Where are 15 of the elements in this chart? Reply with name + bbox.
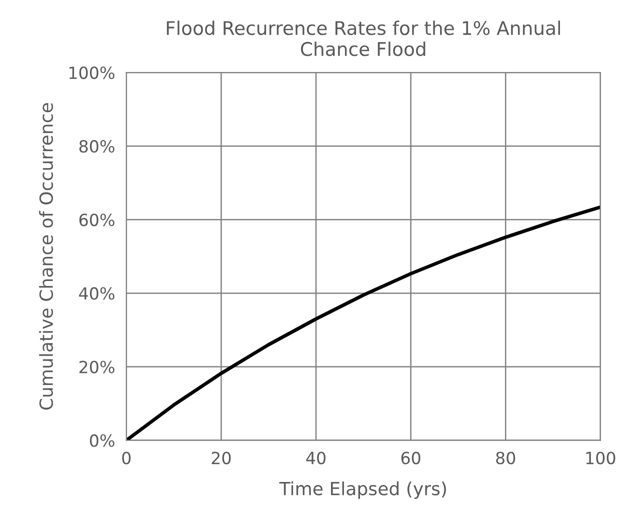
x-tick-label: 60 (401, 452, 420, 464)
y-axis-title: Cumulative Chance of Occurrence (39, 103, 54, 410)
x-tick-label: 40 (306, 452, 326, 464)
x-tick-label: 0 (122, 452, 131, 464)
x-tick-label: 20 (212, 452, 231, 464)
x-axis-title: Time Elapsed (yrs) (279, 481, 446, 499)
y-tick-label: 80% (79, 140, 114, 153)
y-tick-label: 40% (79, 287, 114, 300)
x-tick-label: 80 (496, 452, 516, 464)
y-tick-label: 100% (69, 66, 114, 80)
chart-title: Flood Recurrence Rates for the 1% Annual Chance Flood (166, 20, 560, 56)
y-tick-label: 0% (90, 434, 114, 447)
x-tick-label: 100 (586, 452, 616, 464)
y-tick-label: 20% (79, 360, 114, 374)
y-tick-label: 60% (79, 214, 114, 226)
